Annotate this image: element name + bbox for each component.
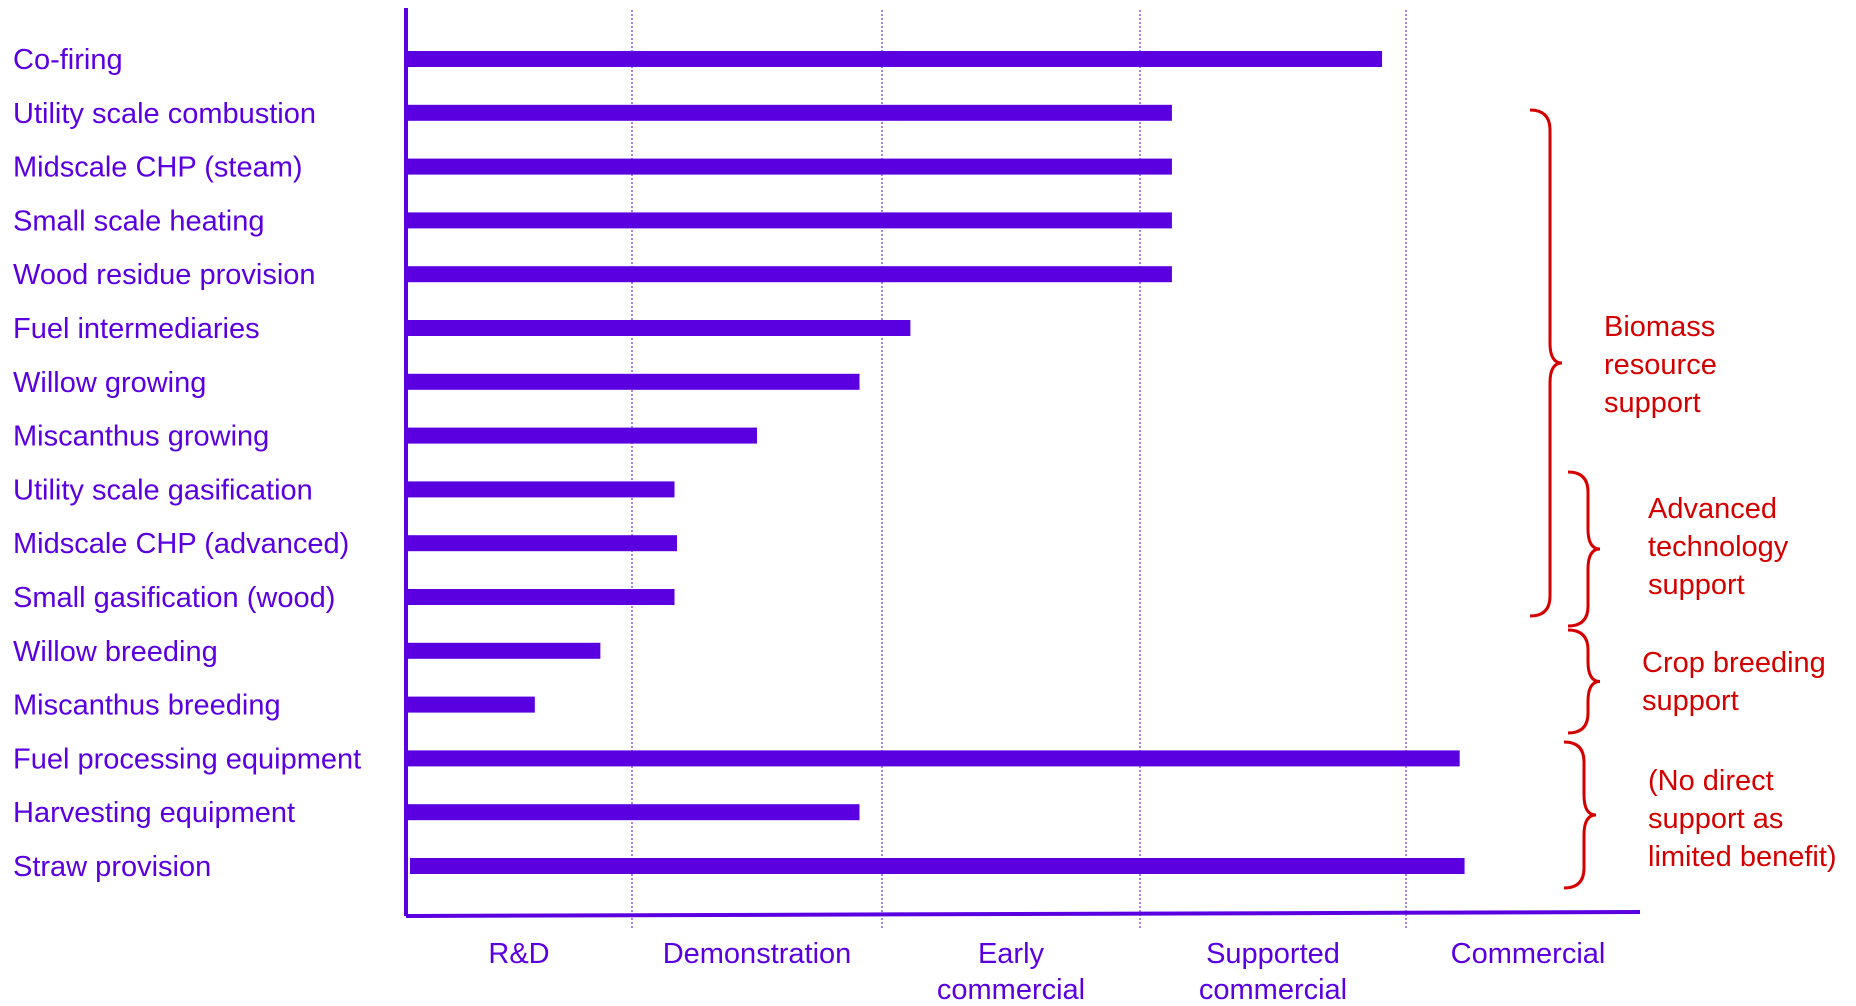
brace-biomass-resource [1529, 108, 1563, 618]
bar [406, 696, 535, 713]
category-label: Midscale CHP (advanced) [13, 528, 349, 560]
category-label: Co-firing [13, 44, 123, 76]
category-label: Straw provision [13, 851, 211, 883]
brace-no-direct-support [1563, 740, 1597, 890]
group-annotation-label: Advanced [1648, 493, 1777, 525]
stage-label: Early [978, 938, 1045, 970]
stage-label: Demonstration [663, 938, 852, 970]
bar [406, 158, 1172, 175]
category-label: Midscale CHP (steam) [13, 152, 303, 184]
bar [406, 750, 1460, 767]
bar [410, 858, 1465, 874]
group-annotation-label: limited benefit) [1648, 841, 1837, 873]
group-annotation-label: support [1642, 685, 1739, 717]
category-label: Harvesting equipment [13, 797, 295, 829]
bar [406, 320, 911, 336]
stage-label: commercial [1199, 974, 1347, 1006]
bar [406, 51, 1383, 67]
group-annotation-label: resource [1604, 349, 1717, 381]
x-axis [405, 910, 1641, 918]
category-label: Miscanthus growing [13, 421, 269, 453]
category-label: Utility scale combustion [13, 98, 316, 130]
category-label: Small scale heating [13, 205, 264, 237]
stage-label: R&D [488, 938, 549, 970]
group-annotation-label: Biomass [1604, 311, 1715, 343]
category-label: Utility scale gasification [13, 474, 313, 506]
category-label: Willow breeding [13, 636, 218, 668]
brace-crop-breeding [1567, 628, 1601, 735]
category-label: Fuel intermediaries [13, 313, 260, 345]
stage-label: Supported [1206, 938, 1340, 970]
group-annotation-label: (No direct [1648, 765, 1774, 797]
group-annotation-label: technology [1648, 531, 1789, 563]
stage-label: Commercial [1451, 938, 1606, 970]
category-label: Small gasification (wood) [13, 582, 335, 614]
bar [406, 804, 860, 821]
stage-label: commercial [937, 974, 1085, 1006]
bar [406, 535, 677, 552]
bar [406, 589, 675, 605]
category-label: Willow growing [13, 367, 206, 399]
group-annotation-label: support [1604, 387, 1701, 419]
bar [406, 481, 675, 498]
bar [406, 427, 757, 444]
category-label: Miscanthus breeding [13, 690, 281, 722]
group-annotation-label: support [1648, 569, 1745, 601]
bar [406, 212, 1172, 229]
bar [406, 373, 860, 390]
category-label: Wood residue provision [13, 259, 316, 291]
bar [406, 642, 601, 659]
bar [406, 266, 1172, 283]
brace-advanced-technology [1567, 470, 1601, 628]
group-annotation-label: Crop breeding [1642, 647, 1826, 679]
group-annotation-label: support as [1648, 803, 1783, 835]
bar [406, 104, 1172, 121]
category-label: Fuel processing equipment [13, 743, 361, 775]
